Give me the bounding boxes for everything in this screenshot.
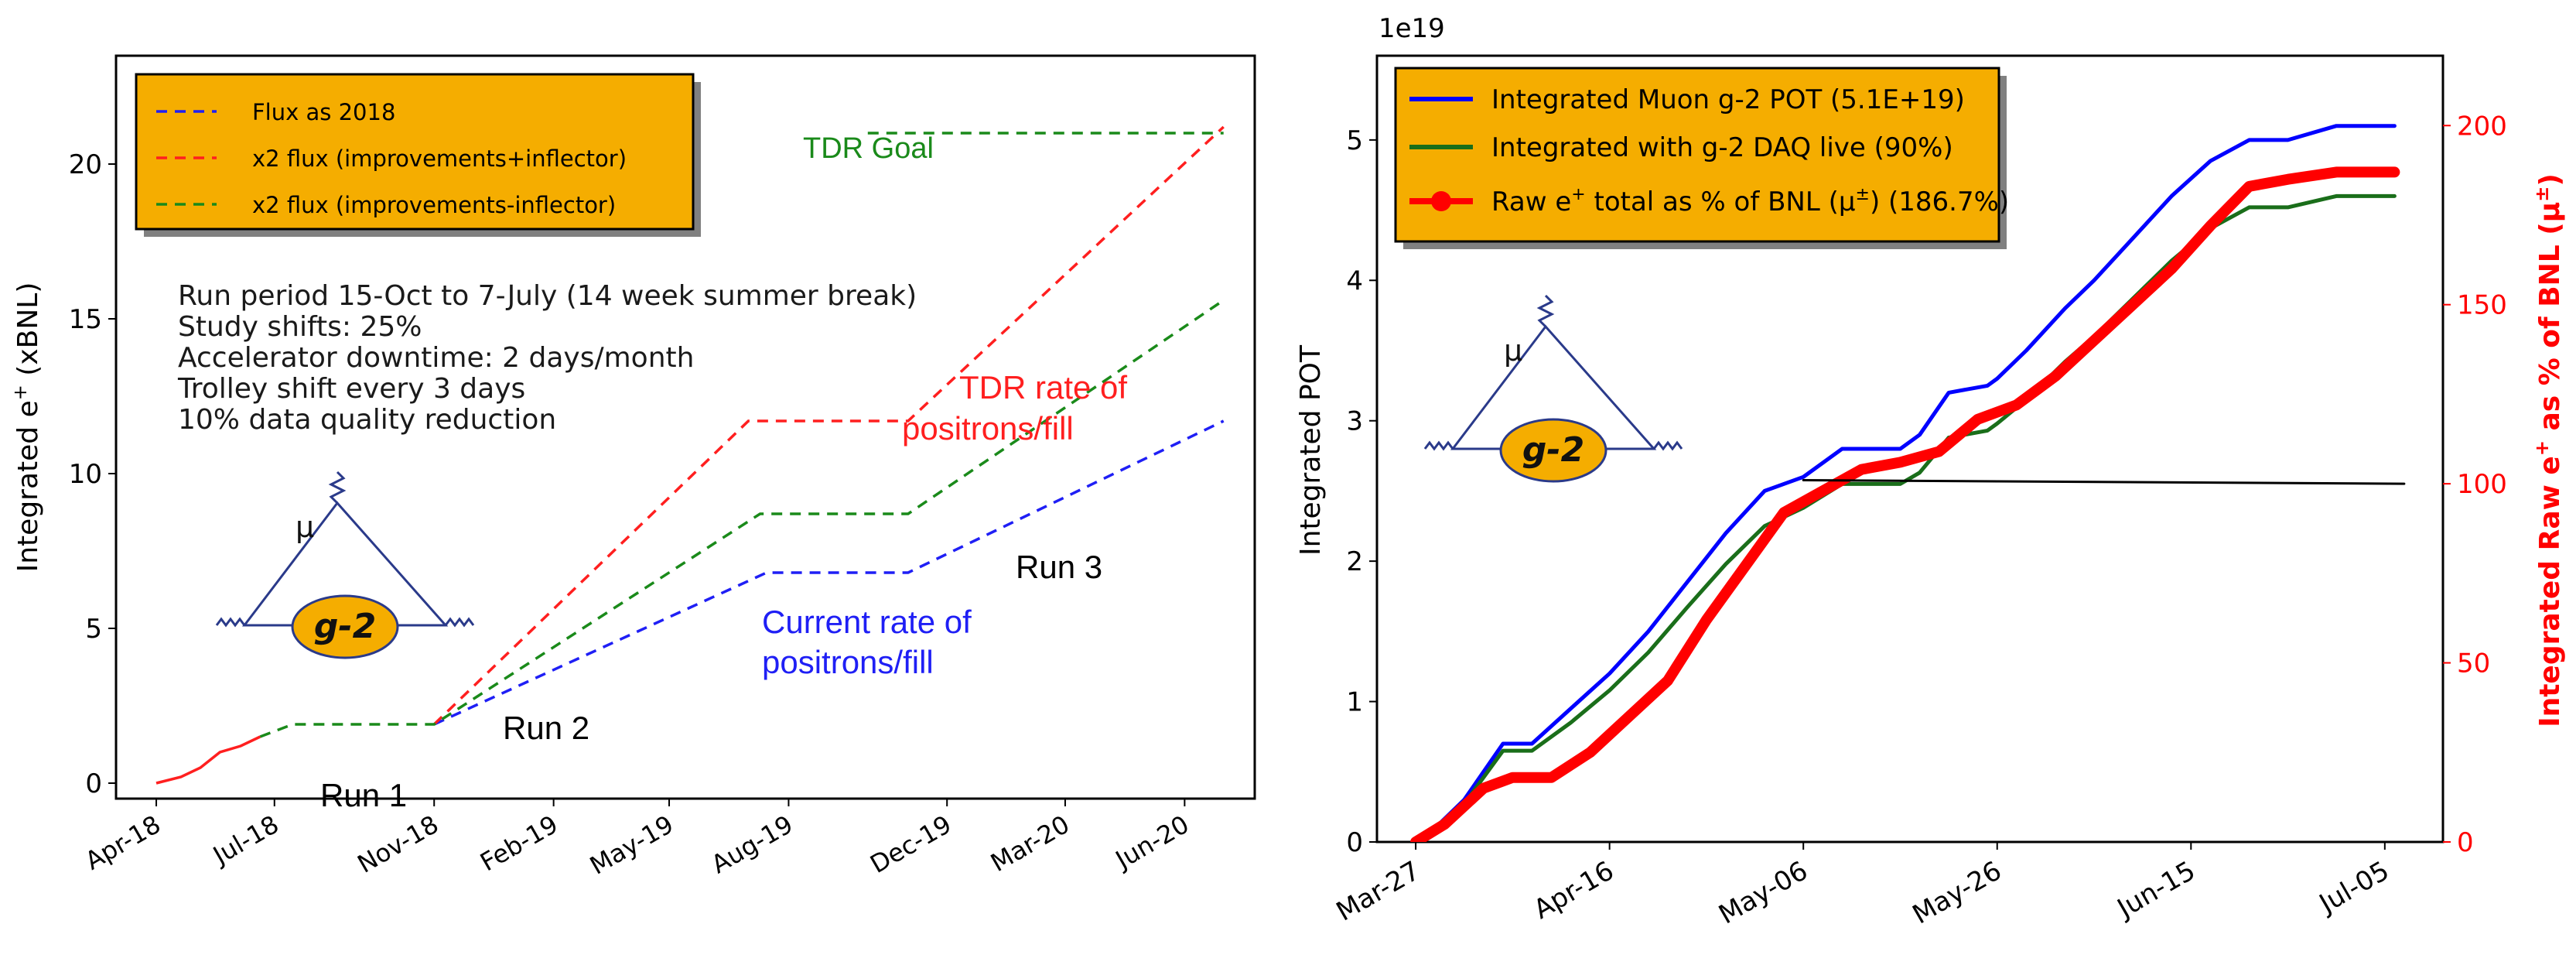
y2-tick-label: 150: [2457, 290, 2507, 321]
right-legend-label: Integrated Muon g-2 POT (5.1E+19): [1491, 84, 1965, 115]
logo-text: g-2: [1522, 430, 1584, 470]
current-rate-label: positrons/fill: [762, 644, 934, 680]
right-legend: Integrated Muon g-2 POT (5.1E+19) Integr…: [1394, 67, 2009, 249]
x-tick-label: Feb-19: [475, 809, 562, 877]
y-tick-label: 4: [1346, 265, 1363, 296]
right-left-y-axis-ticks: 0 1 2 3 4 5: [1346, 125, 1377, 858]
series-line: [1410, 166, 2400, 842]
assumption-line: Trolley shift every 3 days: [177, 373, 525, 405]
current-rate-label: Current rate of: [762, 604, 972, 640]
y-tick-label: 5: [85, 614, 102, 645]
tdr-goal-label: TDR Goal: [803, 132, 934, 165]
right-y-axis-label: Integrated POT: [1295, 344, 1327, 556]
x-tick-label: Apr-18: [80, 809, 166, 876]
y-tick-label: 5: [1346, 125, 1363, 156]
left-series-group: [155, 125, 1225, 785]
left-legend: Flux as 2018 x2 flux (improvements+infle…: [135, 73, 701, 237]
x-tick-label: Jun-20: [1109, 809, 1194, 875]
tdr-rate-label: TDR rate of: [959, 369, 1127, 406]
series-line: [259, 299, 1225, 738]
y2-tick-label: 200: [2457, 111, 2507, 142]
x-tick-label: Mar-27: [1331, 855, 1426, 927]
right-secondary-y-axis-label: Integrated Raw e+ as % of BNL (μ±): [2531, 173, 2566, 727]
assumption-line: Accelerator downtime: 2 days/month: [178, 342, 694, 374]
x-tick-label: Jul-18: [207, 809, 283, 871]
y2-tick-label: 50: [2457, 648, 2490, 679]
logo-mu: μ: [296, 510, 314, 544]
left-y-axis-label: Integrated e+ (xBNL): [9, 282, 44, 573]
x-tick-label: May-19: [585, 809, 678, 881]
x-tick-label: Nov-18: [353, 809, 444, 879]
logo-text: g-2: [314, 607, 376, 646]
left-legend-label: x2 flux (improvements+inflector): [252, 145, 627, 172]
assumption-line: Study shifts: 25%: [178, 311, 422, 343]
x-tick-label: May-26: [1908, 855, 2007, 930]
x-tick-label: Mar-20: [986, 809, 1074, 878]
right-right-y-axis-ticks: 0 50 100 150 200: [2443, 111, 2507, 858]
g-2-logo-icon: g-2 μ: [1423, 294, 1683, 483]
assumption-line: Run period 15-Oct to 7-July (14 week sum…: [178, 280, 917, 312]
series-line: [155, 735, 261, 785]
run1-label: Run 1: [320, 777, 407, 813]
y-tick-label: 0: [1346, 827, 1363, 858]
y-tick-label: 10: [69, 459, 102, 490]
x-tick-label: Jul-05: [2313, 855, 2394, 920]
series-line: [433, 419, 1225, 726]
y-tick-label: 0: [85, 768, 102, 799]
x-tick-label: May-06: [1713, 855, 1812, 930]
assumptions-text: Run period 15-Oct to 7-July (14 week sum…: [177, 280, 917, 436]
right-series-group: [1410, 124, 2406, 842]
right-legend-label: Integrated with g-2 DAQ live (90%): [1491, 132, 1953, 163]
left-legend-label: Flux as 2018: [252, 99, 395, 125]
g-2-logo-icon: g-2 μ: [215, 471, 475, 659]
left-x-axis-ticks: Apr-18 Jul-18 Nov-18 Feb-19 May-19 Aug-19 Dec-…: [80, 799, 1194, 881]
right-x-axis-ticks: Mar-27 Apr-16 May-06 May-26 Jun-15 Jul-05: [1331, 842, 2394, 930]
y2-tick-label: 100: [2457, 469, 2507, 500]
y-offset-label: 1e19: [1379, 13, 1445, 44]
y-tick-label: 3: [1346, 406, 1363, 437]
series-line: [1413, 193, 2397, 842]
y2-tick-label: 0: [2457, 827, 2474, 858]
y-tick-label: 2: [1346, 546, 1363, 577]
x-tick-label: Jun-15: [2111, 855, 2201, 925]
run2-label: Run 2: [503, 710, 589, 746]
x-tick-label: Dec-19: [865, 809, 956, 879]
series-line: [1802, 479, 2406, 485]
y-tick-label: 20: [69, 149, 102, 180]
left-y-axis-ticks: 0 5 10 15 20: [69, 149, 116, 799]
y-tick-label: 1: [1346, 687, 1363, 718]
x-tick-label: Apr-16: [1529, 855, 1619, 926]
right-chart: 1e19 0 1 2 3 4 5 0 50 100 150 200 Mar-27 Apr-16 May…: [1295, 13, 2566, 930]
x-tick-label: Aug-19: [706, 809, 798, 879]
left-legend-label: x2 flux (improvements-inflector): [252, 192, 616, 218]
logo-mu: μ: [1504, 334, 1522, 368]
series-line: [1413, 124, 2397, 842]
y-tick-label: 15: [69, 304, 102, 335]
tdr-rate-label: positrons/fill: [902, 410, 1074, 447]
assumption-line: 10% data quality reduction: [178, 404, 556, 436]
run3-label: Run 3: [1016, 549, 1102, 585]
right-legend-label: Raw e+ total as % of BNL (μ±) (186.7%): [1491, 185, 2009, 217]
